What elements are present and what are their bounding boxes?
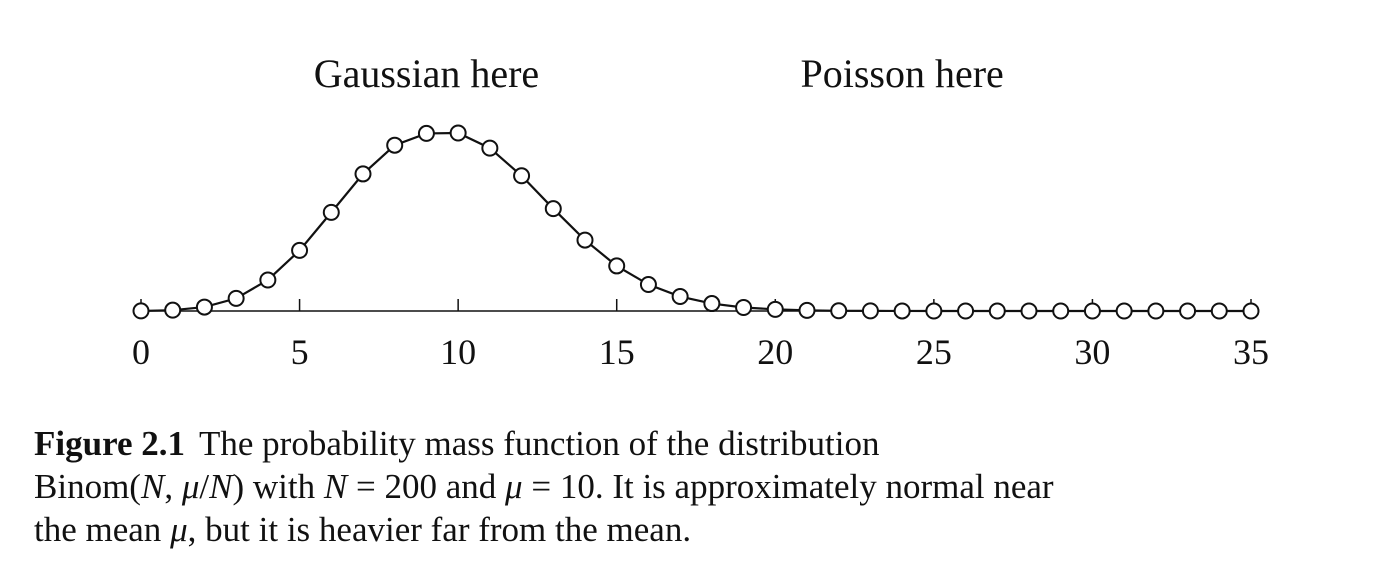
pmf-point-3 — [227, 289, 245, 307]
pmf-point-5 — [291, 241, 309, 259]
pmf-point-32 — [1147, 302, 1165, 320]
pmf-point-24 — [893, 302, 911, 320]
pmf-point-22 — [830, 302, 848, 320]
caption-var-N-2: N — [209, 467, 233, 506]
pmf-points — [132, 124, 1260, 320]
figure-caption: Figure 2.1 The probability mass function … — [34, 422, 1364, 551]
caption-var-N-3: N — [323, 467, 348, 506]
pmf-point-15 — [608, 257, 626, 275]
pmf-point-12 — [513, 167, 531, 185]
caption-mean-prefix: the mean — [34, 510, 171, 549]
x-tick-label-20: 20 — [757, 332, 793, 372]
x-tick-label-5: 5 — [291, 332, 309, 372]
caption-line-1: Figure 2.1 The probability mass function … — [34, 422, 1364, 465]
pmf-point-7 — [354, 165, 372, 183]
pmf-point-6 — [322, 203, 340, 221]
caption-comma: , — [164, 467, 182, 506]
x-tick-label-25: 25 — [916, 332, 952, 372]
pmf-point-25 — [925, 302, 943, 320]
pmf-point-28 — [1020, 302, 1038, 320]
pmf-point-18 — [703, 295, 721, 313]
annotation-gaussian: Gaussian here — [314, 51, 539, 96]
pmf-point-17 — [671, 288, 689, 306]
caption-mean-suffix: , but it is heavier far from the mean. — [187, 510, 692, 549]
pmf-point-2 — [195, 298, 213, 316]
pmf-point-9 — [417, 124, 435, 142]
x-tick-label-0: 0 — [132, 332, 150, 372]
caption-eq-mu: = 10. It is approximately normal near — [522, 467, 1054, 506]
pmf-point-10 — [449, 124, 467, 142]
pmf-point-13 — [544, 200, 562, 218]
pmf-line — [140, 131, 1251, 313]
annotation-poisson: Poisson here — [800, 51, 1003, 96]
caption-var-mu: μ — [181, 467, 200, 506]
pmf-point-16 — [639, 276, 657, 294]
x-tick-label-10: 10 — [440, 332, 476, 372]
caption-line-2: Binom(N, μ/N) with N = 200 and μ = 10. I… — [34, 465, 1364, 508]
pmf-point-20 — [766, 300, 784, 318]
x-tick-label-30: 30 — [1074, 332, 1110, 372]
pmf-point-27 — [988, 302, 1006, 320]
pmf-point-14 — [576, 231, 594, 249]
x-tick-label-35: 35 — [1233, 332, 1269, 372]
pmf-point-21 — [798, 301, 816, 319]
annotations: Gaussian here Poisson here — [314, 51, 1004, 96]
pmf-point-23 — [861, 302, 879, 320]
pmf-point-4 — [259, 271, 277, 289]
caption-var-mu-3: μ — [170, 510, 188, 549]
caption-line-3: the mean μ, but it is heavier far from t… — [34, 508, 1364, 551]
caption-var-mu-2: μ — [505, 467, 523, 506]
pmf-point-26 — [957, 302, 975, 320]
pmf-point-33 — [1179, 302, 1197, 320]
pmf-point-0 — [132, 302, 150, 320]
pmf-point-19 — [735, 298, 753, 316]
pmf-point-30 — [1083, 302, 1101, 320]
pmf-point-1 — [164, 301, 182, 319]
pmf-point-31 — [1115, 302, 1133, 320]
caption-text-1: The probability mass function of the dis… — [199, 424, 880, 463]
pmf-curve — [140, 131, 1251, 313]
figure-label: Figure 2.1 — [34, 424, 186, 463]
caption-eq-N: = 200 and — [347, 467, 506, 506]
pmf-point-29 — [1052, 302, 1070, 320]
pmf-point-34 — [1210, 302, 1228, 320]
caption-var-N: N — [140, 467, 165, 506]
x-tick-label-15: 15 — [599, 332, 635, 372]
pmf-chart: 0 5 10 15 20 25 30 35 Gaussian here Poisson here — [132, 51, 1269, 372]
pmf-point-35 — [1242, 302, 1260, 320]
caption-slash: / — [199, 467, 210, 506]
caption-binom-prefix: Binom( — [34, 467, 141, 506]
pmf-point-8 — [386, 136, 404, 154]
caption-close: ) with — [232, 467, 324, 506]
pmf-point-11 — [481, 139, 499, 157]
